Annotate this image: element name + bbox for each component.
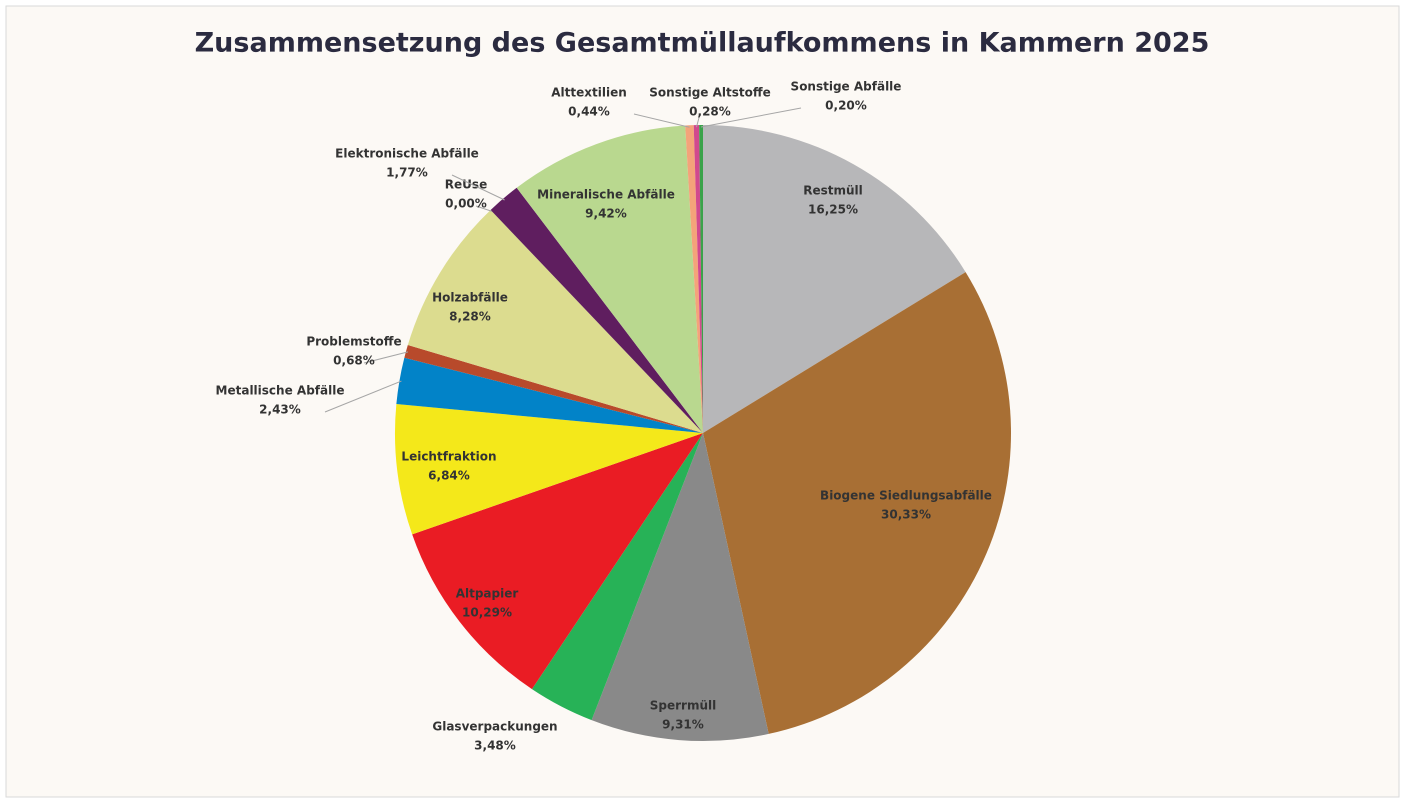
pie-slice — [412, 433, 703, 690]
leader-line — [700, 107, 802, 128]
slice-label: Sonstige Abfälle — [791, 80, 902, 94]
leader-line — [475, 205, 493, 212]
slice-value-label: 9,31% — [662, 718, 704, 732]
slice-value-label: 0,28% — [689, 105, 731, 119]
pie-slice — [591, 433, 769, 741]
slice-label: Sonstige Altstoffe — [649, 86, 770, 100]
slice-value-label: 0,00% — [445, 197, 487, 211]
slice-value-label: 10,29% — [462, 606, 512, 620]
pie-slice — [490, 187, 703, 433]
slice-value-label: 9,42% — [585, 207, 627, 221]
slice-label: Elektronische Abfälle — [335, 147, 479, 161]
slice-label: Mineralische Abfälle — [537, 188, 675, 202]
slice-label: Biogene Siedlungsabfälle — [820, 489, 992, 503]
slice-label: Metallische Abfälle — [216, 384, 345, 398]
pie-slice — [394, 404, 703, 535]
leader-line — [324, 380, 402, 413]
pie-slice — [703, 272, 1011, 734]
slice-label: Holzabfälle — [432, 291, 508, 305]
slice-label: Problemstoffe — [306, 335, 401, 349]
slice-value-label: 8,28% — [449, 310, 491, 324]
slice-label: Alttextilien — [551, 86, 627, 100]
leader-line — [633, 113, 690, 128]
slice-value-label: 2,43% — [259, 403, 301, 417]
slice-label: Restmüll — [803, 184, 863, 198]
slice-value-label: 6,84% — [428, 469, 470, 483]
slice-label: Glasverpackungen — [432, 720, 557, 734]
leader-line — [451, 174, 505, 201]
pie-slice — [516, 125, 703, 434]
slice-value-label: 0,44% — [568, 105, 610, 119]
slice-value-label: 30,33% — [881, 508, 931, 522]
slice-value-label: 16,25% — [808, 203, 858, 217]
slice-label: Sperrmüll — [650, 699, 716, 713]
pie-slice — [693, 125, 703, 433]
slice-value-label: 0,20% — [825, 99, 867, 113]
slice-label: Leichtfraktion — [401, 450, 496, 464]
leader-line — [363, 351, 409, 364]
slice-value-label: 3,48% — [474, 739, 516, 753]
chart-title: Zusammensetzung des Gesamtmüllaufkommens… — [195, 28, 1210, 59]
slice-label: ReUse — [445, 178, 487, 192]
slice-value-label: 0,68% — [333, 354, 375, 368]
leader-line — [695, 113, 701, 128]
pie-slice — [396, 357, 703, 433]
pie-slice — [407, 209, 703, 433]
pie-slice — [531, 433, 703, 721]
pie-slice — [699, 125, 703, 433]
slice-label: Altpapier — [456, 587, 519, 601]
pie-slice — [685, 125, 703, 433]
pie-slice — [404, 345, 703, 433]
pie-slice — [703, 125, 966, 433]
slice-value-label: 1,77% — [386, 166, 428, 180]
